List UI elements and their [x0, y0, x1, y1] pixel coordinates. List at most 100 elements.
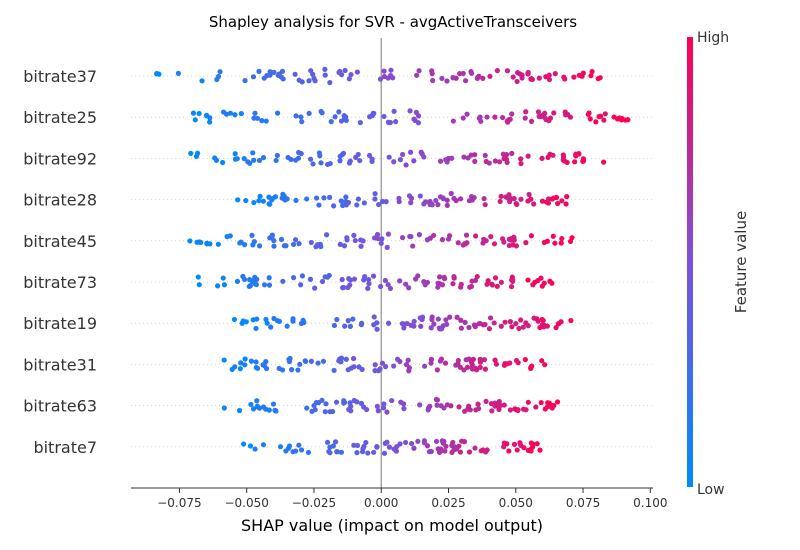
shap-point: [455, 357, 461, 364]
shap-point: [237, 366, 243, 372]
x-tick-label: 0.075: [566, 496, 600, 510]
shap-point: [504, 441, 510, 447]
shap-point: [504, 152, 510, 158]
shap-point: [271, 315, 277, 322]
shap-point: [388, 67, 394, 73]
shap-point: [284, 196, 290, 202]
feature-label: bitrate45: [23, 232, 97, 251]
shap-point: [431, 321, 437, 327]
shap-point: [397, 278, 403, 284]
shap-point: [508, 237, 514, 243]
shap-point: [541, 280, 547, 286]
shap-point: [473, 233, 479, 239]
shap-point: [276, 71, 282, 77]
shap-point: [269, 197, 275, 203]
shap-point: [481, 357, 488, 363]
shap-point: [416, 68, 422, 74]
shap-point: [354, 450, 360, 456]
shap-point: [290, 275, 297, 281]
shap-point: [563, 201, 569, 207]
shap-point: [501, 156, 507, 162]
shap-point: [546, 118, 552, 124]
shap-point: [242, 362, 248, 368]
shap-point: [293, 113, 299, 119]
shap-point: [444, 402, 450, 408]
shap-point: [327, 79, 333, 86]
shap-point: [321, 195, 327, 201]
shap-point: [336, 109, 342, 115]
feature-label: bitrate7: [33, 438, 97, 457]
shap-point: [308, 156, 314, 162]
shap-point: [492, 275, 499, 281]
shap-point: [511, 441, 518, 447]
shap-point: [525, 71, 531, 77]
shap-point: [339, 151, 346, 157]
shap-point: [439, 282, 446, 288]
shap-point: [595, 76, 601, 82]
shap-point: [358, 237, 364, 243]
shap-point: [476, 115, 482, 121]
shap-point: [232, 156, 238, 162]
shap-point: [411, 318, 417, 324]
shap-point: [437, 274, 443, 280]
shap-point: [439, 237, 446, 243]
shap-point: [462, 319, 468, 325]
shap-point: [266, 275, 272, 281]
feature-label: bitrate63: [23, 397, 97, 416]
shap-point: [267, 69, 273, 75]
shap-point: [312, 407, 318, 413]
shap-point: [371, 322, 377, 328]
shap-point: [350, 316, 356, 322]
shap-point: [437, 358, 443, 364]
shap-point: [235, 197, 241, 203]
shap-point: [293, 448, 299, 454]
shap-point: [316, 150, 322, 156]
shap-point: [331, 322, 337, 329]
shap-point: [400, 401, 407, 407]
shap-point: [444, 202, 450, 208]
shap-point: [283, 243, 289, 249]
shap-point: [451, 275, 457, 281]
shap-point: [514, 447, 520, 453]
shap-point: [337, 68, 343, 75]
shap-point: [433, 396, 439, 403]
shap-point: [245, 159, 251, 165]
shap-point: [611, 114, 617, 120]
shap-point: [267, 201, 273, 207]
x-axis-label: SHAP value (impact on model output): [241, 516, 543, 535]
shap-point: [283, 448, 289, 454]
shap-point: [340, 202, 346, 209]
shap-point: [347, 400, 353, 406]
shap-point: [403, 162, 409, 168]
shap-point: [274, 110, 281, 116]
shap-point: [256, 68, 262, 74]
shap-point: [407, 149, 414, 155]
shap-point: [523, 407, 529, 413]
shap-point: [241, 156, 247, 162]
shap-point: [344, 237, 350, 243]
shap-point: [428, 357, 435, 363]
shap-point: [295, 155, 302, 161]
shap-point: [382, 277, 388, 284]
shap-point: [508, 195, 514, 202]
shap-point: [438, 403, 444, 409]
shap-point: [371, 314, 377, 320]
shap-point: [554, 399, 561, 405]
shap-point: [252, 110, 258, 116]
shap-point: [466, 449, 473, 455]
shap-point: [358, 322, 365, 328]
shap-point: [263, 118, 269, 124]
shap-point: [249, 278, 256, 284]
shap-point: [580, 158, 586, 164]
shap-point: [253, 359, 259, 365]
shap-point: [516, 325, 522, 332]
data-points: [154, 66, 631, 456]
shap-point: [313, 195, 320, 201]
shap-point: [440, 195, 446, 201]
shap-point: [417, 193, 423, 199]
shap-point: [207, 119, 213, 125]
shap-point: [555, 321, 562, 327]
shap-point: [549, 280, 555, 286]
shap-point: [456, 404, 462, 410]
